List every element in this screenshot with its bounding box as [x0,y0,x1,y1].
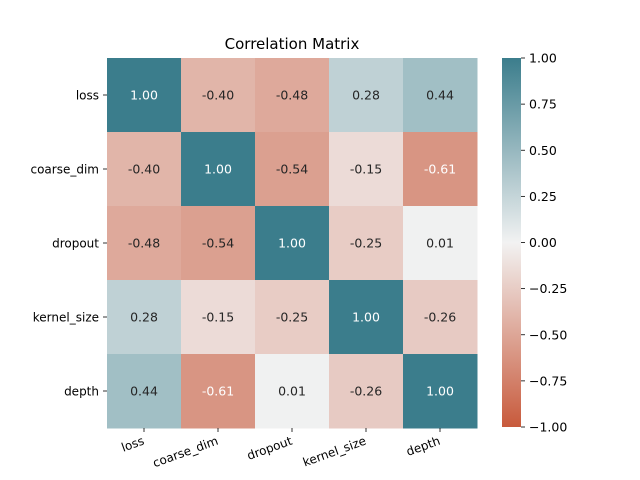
cell-value-label: 0.28 [130,310,158,325]
cell-value-label: 1.00 [204,162,232,177]
heatmap-cells [107,58,478,429]
heatmap-cell [403,206,478,281]
heatmap-cell [329,132,404,207]
heatmap-cell [107,354,182,429]
cell-value-label: -0.48 [128,236,160,251]
heatmap-cell [329,58,404,133]
heatmap-cell-labels: 1.00 -0.40 -0.48 0.28 0.44 -0.40 1.00 -0.54 -0.1… [128,88,456,399]
cell-value-label: -0.15 [202,310,234,325]
cell-value-label: 0.44 [130,384,158,399]
cell-value-label: -0.61 [202,384,234,399]
y-tick-label: kernel_size [33,311,99,325]
cell-value-label: -0.48 [276,88,308,103]
heatmap-cell [329,354,404,429]
heatmap-cell [255,354,330,429]
heatmap-cell [107,206,182,281]
cell-value-label: -0.26 [350,384,382,399]
colorbar-tick-labels: −1.00 −0.75 −0.50 −0.25 0.00 0.25 0.50 0.75 1.00 [521,51,567,435]
colorbar [502,58,521,427]
y-tick-label: coarse_dim [30,163,99,177]
heatmap-cell [255,58,330,133]
colorbar-tick-label: 0.00 [529,235,557,250]
heatmap-cell [329,206,404,281]
heatmap-cell [107,280,182,355]
heatmap-cell [181,354,256,429]
heatmap-cell [403,58,478,133]
cell-value-label: -0.54 [202,236,234,251]
cell-value-label: -0.25 [350,236,382,251]
heatmap-cell [403,354,478,429]
colorbar-tick-label: 0.25 [529,189,557,204]
heatmap-cell [107,58,182,133]
heatmap-cell [181,132,256,207]
x-tick-label: coarse_dim [151,434,220,471]
cell-value-label: 0.01 [426,236,454,251]
heatmap-cell [329,280,404,355]
x-tick-label: kernel_size [301,434,368,470]
cell-value-label: -0.15 [350,162,382,177]
cell-value-label: -0.25 [276,310,308,325]
heatmap-cell [181,206,256,281]
x-tick-label: dropout [245,434,294,463]
y-tick-label: loss [76,89,99,103]
colorbar-tick-label: −0.50 [529,327,567,342]
heatmap-cell [403,280,478,355]
cell-value-label: 0.01 [278,384,306,399]
heatmap-cell [181,280,256,355]
cell-value-label: 1.00 [352,310,380,325]
x-tick-label: loss [119,434,146,455]
y-tick-label: depth [64,385,99,399]
colorbar-tick-label: 0.50 [529,143,557,158]
heatmap-cell [255,206,330,281]
cell-value-label: -0.61 [424,162,456,177]
colorbar-tick-label: −0.75 [529,373,567,388]
cell-value-label: 1.00 [130,88,158,103]
colorbar-tick-label: −1.00 [529,420,567,435]
heatmap-cell [255,280,330,355]
cell-value-label: 0.44 [426,88,454,103]
cell-value-label: -0.26 [424,310,456,325]
cell-value-label: -0.40 [202,88,234,103]
y-tick-label: dropout [52,237,99,251]
chart-title: Correlation Matrix [225,35,360,53]
heatmap-cell [255,132,330,207]
x-axis-tick-labels: loss coarse_dim dropout kernel_size depth [119,428,442,470]
colorbar-tick-label: 0.75 [529,97,557,112]
heatmap-cell [107,132,182,207]
x-tick-label: depth [404,434,442,459]
cell-value-label: -0.54 [276,162,308,177]
colorbar-tick-label: −0.25 [529,281,567,296]
cell-value-label: 1.00 [278,236,306,251]
cell-value-label: 0.28 [352,88,380,103]
cell-value-label: 1.00 [426,384,454,399]
heatmap-cell [181,58,256,133]
heatmap-cell [403,132,478,207]
colorbar-tick-label: 1.00 [529,51,557,66]
cell-value-label: -0.40 [128,162,160,177]
